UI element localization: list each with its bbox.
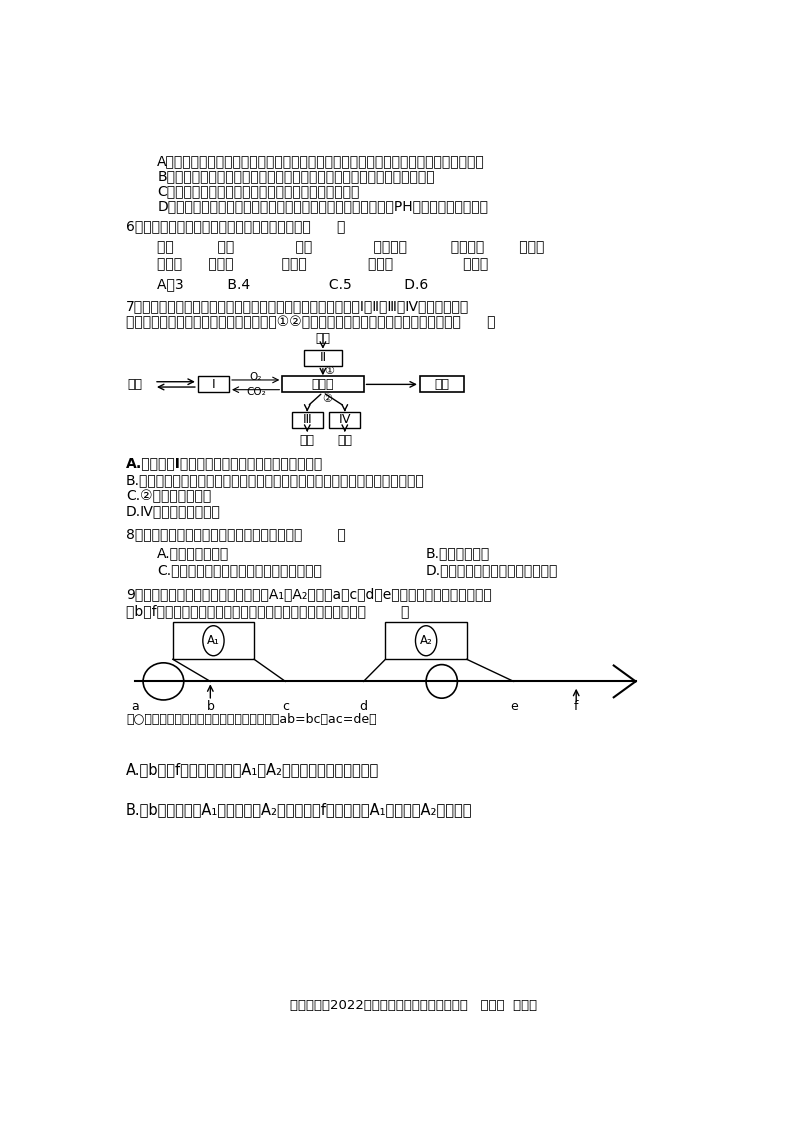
Text: 内环境: 内环境: [312, 378, 334, 390]
Text: 体外: 体外: [316, 332, 330, 344]
Text: 抗体          受体              载体              血红蛋白          血浆蛋白        糖蛋白: 抗体 受体 载体 血红蛋白 血浆蛋白 糖蛋白: [157, 240, 545, 255]
Text: 体外: 体外: [299, 434, 315, 448]
Text: A.在b点与f点同时刺激时，A₁、A₂各偏转两次，且方向相反: A.在b点与f点同时刺激时，A₁、A₂各偏转两次，且方向相反: [126, 762, 379, 777]
FancyBboxPatch shape: [198, 377, 229, 393]
Text: C．救灾过程中消防官兵细胞代谢主要在内环境内完成: C．救灾过程中消防官兵细胞代谢主要在内环境内完成: [157, 184, 360, 197]
Text: 呼吸酶      葡萄糖           麦芽糖              纤维素                氨基酸: 呼吸酶 葡萄糖 麦芽糖 纤维素 氨基酸: [157, 257, 488, 271]
Text: 内环境进行物质交换的４种器官或系统，①②表示有关的生理过程。下列说法错误的是（      ）: 内环境进行物质交换的４种器官或系统，①②表示有关的生理过程。下列说法错误的是（ …: [126, 316, 495, 329]
FancyBboxPatch shape: [291, 412, 323, 428]
FancyBboxPatch shape: [386, 622, 466, 659]
Text: d: d: [360, 699, 367, 713]
Text: e: e: [510, 699, 517, 713]
Text: B.图示内环境包括血浆，组织液，淋巴，组织液进入到血浆和淋巴的量大致相等: B.图示内环境包括血浆，组织液，淋巴，组织液进入到血浆和淋巴的量大致相等: [126, 473, 424, 487]
Text: 8．下列关于人体神经调节的叙述，正确的是（        ）: 8．下列关于人体神经调节的叙述，正确的是（ ）: [126, 527, 345, 541]
Text: Ⅰ: Ⅰ: [211, 378, 215, 390]
Text: A．3          B.4                  C.5            D.6: A．3 B.4 C.5 D.6: [157, 278, 429, 292]
Text: Ⅳ: Ⅳ: [339, 413, 350, 426]
Text: CO₂: CO₂: [246, 387, 266, 397]
Text: 乐山十校高2022届第三学期半期联考生物试题   第２页  共８页: 乐山十校高2022届第三学期半期联考生物试题 第２页 共８页: [290, 999, 537, 1013]
Text: D．救灾过程中，消防官兵机体内产生的乳酸进入血浆后，血浆PH由弱碱性变为弱酸性: D．救灾过程中，消防官兵机体内产生的乳酸进入血浆后，血浆PH由弱碱性变为弱酸性: [157, 199, 488, 212]
Text: 细胞: 细胞: [434, 378, 449, 390]
Text: D.神经递质受体可能在肌肉细胞上: D.神经递质受体可能在肌肉细胞上: [426, 563, 558, 577]
Text: C.②表示重吸收作用: C.②表示重吸收作用: [126, 489, 211, 503]
Text: a: a: [132, 699, 139, 713]
Text: ②: ②: [322, 395, 332, 404]
Text: Ⅱ: Ⅱ: [320, 351, 326, 364]
Text: c: c: [282, 699, 289, 713]
Text: 体外: 体外: [128, 378, 143, 390]
FancyBboxPatch shape: [304, 350, 341, 366]
Text: A.结构基础是反射: A.结构基础是反射: [157, 546, 229, 560]
Text: （○代表神经元细胞体，＜代表神经末梢，且ab=bc、ac=de）: （○代表神经元细胞体，＜代表神经末梢，且ab=bc、ac=de）: [126, 713, 377, 726]
Text: 在b、f两点给予适宜强度的刺激，则电流计指针的偏转情况为（        ）: 在b、f两点给予适宜强度的刺激，则电流计指针的偏转情况为（ ）: [126, 605, 409, 619]
Text: f: f: [574, 699, 579, 713]
Text: ①: ①: [324, 366, 334, 377]
Text: 7．细胞作为一个开放系统，可以直接与内环境进行物质交换。Ⅰ、Ⅱ、Ⅲ、Ⅳ表示能直接与: 7．细胞作为一个开放系统，可以直接与内环境进行物质交换。Ⅰ、Ⅱ、Ⅲ、Ⅳ表示能直接…: [126, 298, 469, 312]
Text: b: b: [207, 699, 215, 713]
Text: A.内环境与Ⅰ交换气体必须通过肺泡壁和毛细血管壁: A.内环境与Ⅰ交换气体必须通过肺泡壁和毛细血管壁: [126, 456, 323, 470]
FancyBboxPatch shape: [173, 622, 254, 659]
FancyBboxPatch shape: [420, 377, 464, 393]
Text: B.在b点刺激时，A₁偏转两次，A₂偏转一次；f点刺激时，A₁不偏转，A₂偏转一次: B.在b点刺激时，A₁偏转两次，A₂偏转一次；f点刺激时，A₁不偏转，A₂偏转一…: [126, 802, 472, 817]
FancyBboxPatch shape: [329, 412, 361, 428]
Text: 6．下列化学成分属于人体内环境成分的有几个（      ）: 6．下列化学成分属于人体内环境成分的有几个（ ）: [126, 219, 345, 233]
Text: D.Ⅳ表示的器官是皮肤: D.Ⅳ表示的器官是皮肤: [126, 505, 221, 519]
Text: 体外: 体外: [337, 434, 353, 448]
Text: B.不受激素影响: B.不受激素影响: [426, 546, 491, 560]
Text: A．长时间的体力劳动，血糖降低，胰高血糖素分泌量上升，促进肝糖原和肌糖原的分解: A．长时间的体力劳动，血糖降低，胰高血糖素分泌量上升，促进肝糖原和肌糖原的分解: [157, 154, 485, 168]
FancyBboxPatch shape: [282, 377, 364, 393]
Text: O₂: O₂: [250, 372, 262, 382]
Text: A₁: A₁: [207, 634, 220, 647]
Text: A₂: A₂: [420, 634, 433, 647]
Text: 9．如图为神经元结构模式图，电流计A₁和A₂的两极a、c、d、e分别接在神经纤维外膜上，: 9．如图为神经元结构模式图，电流计A₁和A₂的两极a、c、d、e分别接在神经纤维…: [126, 587, 491, 600]
Text: C.缩手反射过程中兴奋都以电信号形式传递: C.缩手反射过程中兴奋都以电信号形式传递: [157, 563, 322, 577]
Text: B．救灾过程中由于出汗大量失钠，对细胞外液渗透压的影响大于细胞内液: B．救灾过程中由于出汗大量失钠，对细胞外液渗透压的影响大于细胞内液: [157, 169, 435, 183]
Text: Ⅲ: Ⅲ: [303, 413, 312, 426]
